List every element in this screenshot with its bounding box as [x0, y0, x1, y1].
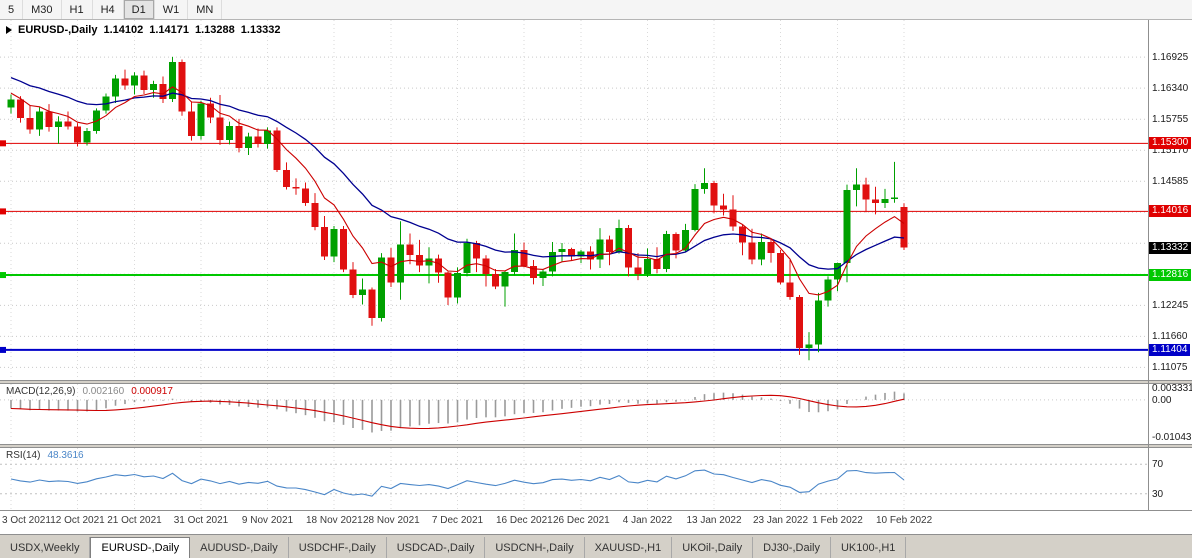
macd-signal-value: 0.000917 — [131, 386, 173, 397]
main-chart-canvas[interactable] — [0, 20, 1148, 380]
date-tick-label: 16 Dec 2021 — [496, 515, 553, 526]
ohlc-high: 1.14171 — [149, 24, 189, 36]
rsi-axis-label: 30 — [1152, 488, 1164, 500]
timeframe-button-h1[interactable]: H1 — [62, 0, 93, 19]
chart-tabs: USDX,Weekly EURUSD-,Daily AUDUSD-,Daily USD… — [0, 534, 1192, 558]
timeframe-button-5[interactable]: 5 — [0, 0, 24, 19]
ohlc-open: 1.14102 — [103, 24, 144, 36]
price-tick-label: 1.16340 — [1152, 83, 1189, 95]
date-tick-label: 28 Nov 2021 — [363, 515, 420, 526]
macd-axis-label: 0.003331 — [1152, 383, 1192, 395]
date-tick-label: 3 Oct 2021 — [2, 515, 51, 526]
rsi-name: RSI(14) — [6, 450, 41, 461]
chart-tab-eurusd-daily[interactable]: EURUSD-,Daily — [90, 537, 191, 558]
chart-tab-ukoil-daily[interactable]: UKOil-,Daily — [672, 537, 754, 558]
chart-tab-audusd-daily[interactable]: AUDUSD-,Daily — [190, 537, 289, 558]
chart-symbol-period: EURUSD-,Daily — [18, 24, 98, 36]
date-tick-label: 26 Dec 2021 — [553, 515, 610, 526]
price-line-badge: 1.15300 — [1149, 137, 1192, 150]
chart-tab-usdcad-daily[interactable]: USDCAD-,Daily — [387, 537, 486, 558]
price-tick-label: 1.14585 — [1152, 176, 1189, 188]
date-tick-label: 10 Feb 2022 — [876, 515, 933, 526]
date-tick-label: 21 Oct 2021 — [107, 515, 162, 526]
chart-area: 1.16925 1.16340 1.15755 1.15170 1.14585 1.122… — [0, 20, 1192, 534]
ohlc-close: 1.13332 — [240, 24, 281, 36]
price-tick-label: 1.15170 — [1152, 145, 1189, 157]
panel-divider-macd[interactable] — [0, 380, 1192, 384]
chart-tab-uk100-h1[interactable]: UK100-,H1 — [831, 537, 907, 558]
price-tick-label: 1.15755 — [1152, 114, 1189, 126]
timeframe-button-m30[interactable]: M30 — [23, 0, 62, 19]
price-tick-label: 1.12245 — [1152, 300, 1189, 312]
price-axis-border — [1148, 20, 1149, 510]
date-tick-label: 1 Feb 2022 — [812, 515, 863, 526]
timeframe-button-h4[interactable]: H4 — [93, 0, 124, 19]
ma-slow-line — [10, 76, 905, 270]
price-tick-label: 1.11660 — [1152, 331, 1188, 343]
rsi-value: 48.3616 — [47, 450, 84, 461]
macd-label: MACD(12,26,9) 0.002160 0.000917 — [6, 386, 173, 397]
chart-tab-usdcnh-daily[interactable]: USDCNH-,Daily — [485, 537, 585, 558]
chart-title: EURUSD-,Daily 1.14102 1.14171 1.13288 1.… — [6, 24, 281, 36]
rsi-panel-canvas[interactable] — [0, 448, 1148, 510]
panel-divider-rsi[interactable] — [0, 444, 1192, 448]
timeframe-button-d1[interactable]: D1 — [123, 0, 155, 19]
ma-fast-line — [10, 86, 905, 296]
date-tick-label: 9 Nov 2021 — [241, 515, 294, 526]
date-tick-label: 13 Jan 2022 — [686, 515, 742, 526]
macd-panel-canvas[interactable] — [0, 384, 1148, 444]
horizontal-lines-layer — [0, 140, 1148, 353]
price-axis[interactable]: 1.16925 1.16340 1.15755 1.15170 1.14585 1.122… — [1148, 20, 1192, 510]
price-tick-label: 1.11075 — [1152, 362, 1188, 374]
chart-tab-usdchf-daily[interactable]: USDCHF-,Daily — [289, 537, 387, 558]
price-tick-label: 1.16925 — [1152, 52, 1189, 64]
chart-tab-usdx-weekly[interactable]: USDX,Weekly — [0, 537, 91, 558]
price-line-badge: 1.11404 — [1149, 343, 1191, 356]
macd-axis-label: 0.00 — [1152, 394, 1172, 406]
date-axis[interactable]: 3 Oct 2021 12 Oct 2021 21 Oct 2021 31 Oct 2… — [0, 510, 1192, 534]
date-tick-label: 18 Nov 2021 — [306, 515, 363, 526]
price-line-badge: 1.12816 — [1149, 269, 1192, 282]
date-tick-label: 7 Dec 2021 — [431, 515, 484, 526]
rsi-label: RSI(14) 48.3616 — [6, 450, 84, 461]
date-tick-label: 23 Jan 2022 — [752, 515, 809, 526]
macd-main-value: 0.002160 — [82, 386, 125, 397]
price-line-badge: 1.14016 — [1149, 205, 1192, 218]
macd-signal-line — [10, 394, 905, 430]
date-tick-label: 31 Oct 2021 — [173, 515, 229, 526]
chart-tab-xauusd-h1[interactable]: XAUUSD-,H1 — [585, 537, 673, 558]
rsi-line — [10, 469, 905, 497]
timeframe-button-w1[interactable]: W1 — [155, 0, 189, 19]
ohlc-low: 1.13288 — [195, 24, 235, 36]
date-tick-label: 12 Oct 2021 — [50, 515, 105, 526]
chart-tab-dj30-daily[interactable]: DJ30-,Daily — [753, 537, 831, 558]
macd-histogram-layer — [10, 391, 905, 433]
current-price-badge: 1.13332 — [1149, 241, 1192, 254]
timeframe-button-mn[interactable]: MN — [188, 0, 223, 19]
symbol-marker-icon — [6, 26, 12, 34]
date-tick-label: 4 Jan 2022 — [622, 515, 673, 526]
rsi-axis-label: 70 — [1152, 459, 1164, 471]
timeframe-toolbar: 5 M30 H1 H4 D1 W1 MN — [0, 0, 1192, 20]
macd-axis-label: -0.010439 — [1152, 431, 1192, 443]
macd-name: MACD(12,26,9) — [6, 386, 76, 397]
